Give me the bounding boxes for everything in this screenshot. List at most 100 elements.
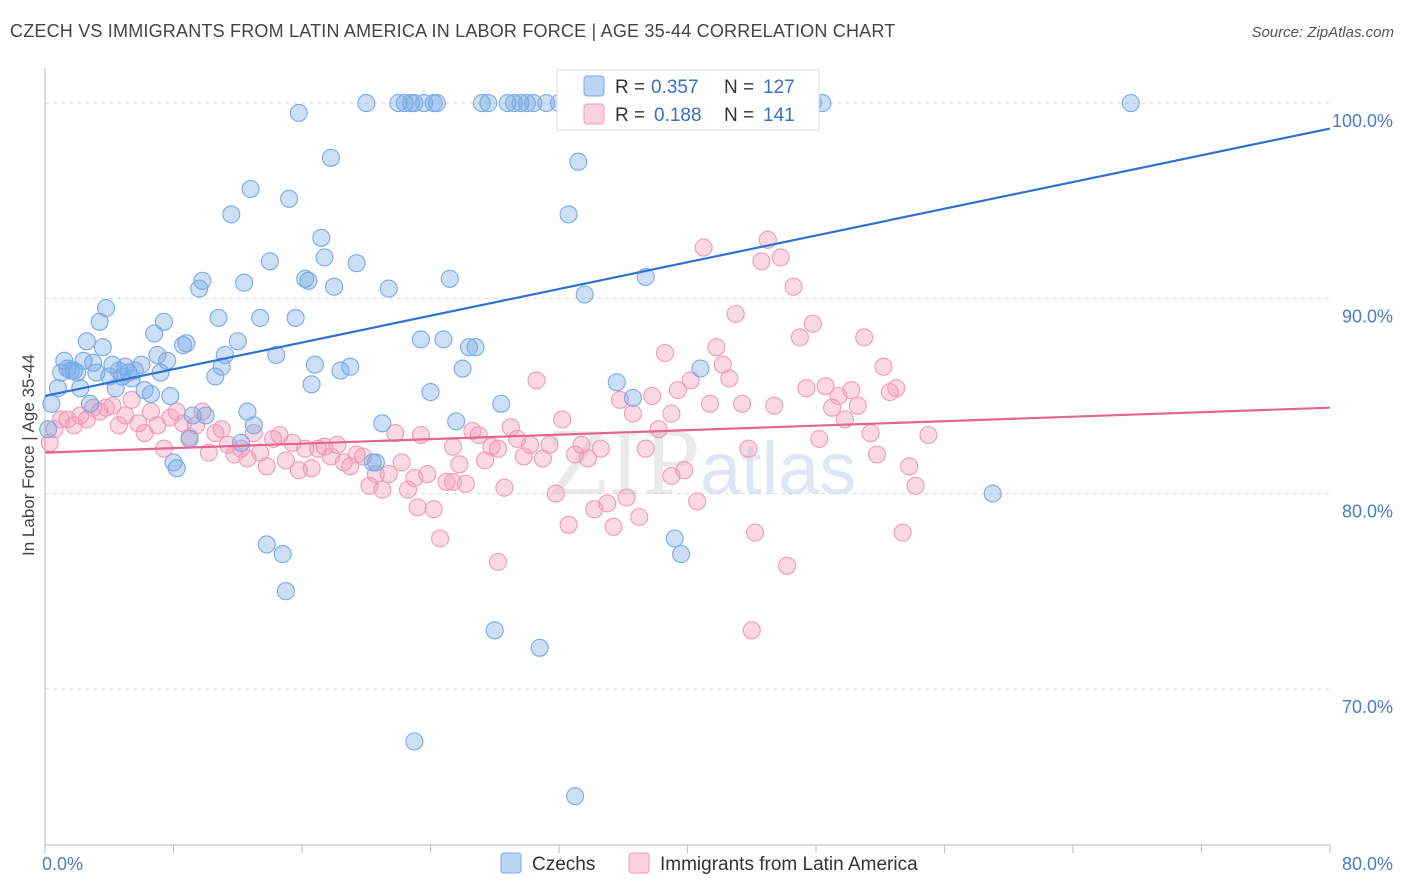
- latin-point-127: [855, 328, 874, 347]
- czech-point-10: [77, 332, 96, 351]
- latin-point-10: [103, 396, 122, 415]
- latin-point-53: [379, 465, 398, 484]
- czech-point-53: [241, 179, 260, 199]
- czech-point-58: [267, 345, 286, 365]
- latin-point-41: [302, 459, 321, 478]
- y-tick-label-1: 80.0%: [1342, 502, 1393, 522]
- latin-point-74: [514, 447, 533, 466]
- x-tick-label-1: 80.0%: [1342, 854, 1393, 874]
- czech-point-42: [193, 271, 212, 290]
- czech-point-44: [206, 367, 225, 386]
- czech-point-60: [276, 582, 295, 601]
- czech-point-38: [177, 334, 196, 353]
- watermark-atlas: atlas: [700, 427, 856, 510]
- y-axis-title: In Labor Force | Age 35-44: [19, 354, 38, 556]
- czech-point-37: [174, 336, 193, 355]
- latin-point-135: [906, 476, 925, 495]
- chart-source: Source: ZipAtlas.com: [1251, 24, 1394, 41]
- latin-point-91: [623, 404, 642, 423]
- czech-point-84: [411, 330, 430, 349]
- latin-point-63: [443, 437, 463, 456]
- latin-point-34: [257, 457, 276, 476]
- czech-point-90: [440, 269, 459, 288]
- czech-point-89: [434, 330, 453, 349]
- stats-czech-r-label: R =: [615, 77, 645, 98]
- latin-point-62: [437, 472, 456, 491]
- czech-point-72: [331, 361, 350, 380]
- czech-point-15: [93, 338, 112, 357]
- latin-point-120: [810, 429, 829, 448]
- latin-point-95: [649, 420, 668, 439]
- latin-point-141: [742, 621, 761, 640]
- czech-point-80: [389, 94, 408, 113]
- latin-point-1: [45, 420, 64, 439]
- czech-point-28: [141, 384, 161, 404]
- czech-point-22: [116, 357, 135, 376]
- latin-point-97: [662, 404, 681, 423]
- latin-point-136: [919, 425, 938, 445]
- latin-point-92: [630, 507, 649, 527]
- latin-point-116: [784, 277, 803, 296]
- y-tick-label-3: 100.0%: [1332, 111, 1393, 131]
- czech-point-78: [373, 414, 392, 433]
- latin-point-45: [328, 435, 347, 454]
- czech-point-96: [479, 94, 498, 113]
- czech-point-62: [286, 308, 305, 327]
- chart-title: CZECH VS IMMIGRANTS FROM LATIN AMERICA I…: [10, 21, 896, 41]
- czech-point-98: [492, 394, 511, 413]
- czech-point-102: [517, 94, 536, 113]
- czech-point-85: [415, 94, 434, 113]
- czech-point-43: [196, 406, 215, 425]
- stats-latin-r-value: 0.188: [654, 105, 702, 126]
- czech-point-61: [280, 189, 299, 208]
- latin-point-84: [578, 449, 597, 468]
- latin-point-133: [893, 523, 912, 542]
- latin-point-55: [392, 453, 411, 472]
- czech-point-70: [321, 148, 340, 167]
- latin-point-96: [655, 343, 675, 363]
- latin-point-48: [347, 445, 366, 464]
- latin-point-111: [752, 252, 771, 271]
- latin-point-60: [424, 500, 443, 519]
- latin-point-87: [598, 494, 617, 513]
- latin-point-47: [341, 457, 360, 476]
- legend-latin-swatch: [628, 852, 650, 874]
- latin-point-139: [488, 552, 508, 571]
- czech-point-105: [537, 94, 556, 113]
- czech-point-7: [68, 363, 87, 382]
- czech-point-116: [665, 529, 684, 548]
- czech-point-45: [209, 308, 228, 327]
- czech-point-56: [257, 535, 276, 554]
- czech-point-39: [180, 429, 199, 448]
- latin-point-70: [488, 439, 508, 458]
- latin-point-56: [398, 480, 418, 499]
- czech-point-104: [530, 638, 549, 657]
- czech-point-83: [405, 94, 424, 113]
- latin-point-64: [450, 455, 469, 474]
- latin-point-118: [797, 379, 816, 398]
- latin-point-102: [694, 238, 713, 257]
- czech-point-71: [325, 277, 344, 296]
- latin-point-11: [109, 416, 128, 435]
- czech-point-126: [405, 732, 424, 751]
- czech-point-74: [347, 254, 366, 273]
- czech-point-81: [395, 94, 414, 113]
- trend-lines: [44, 127, 1331, 454]
- czech-point-4: [58, 359, 77, 378]
- latin-point-88: [604, 517, 623, 536]
- czech-point-19: [106, 379, 125, 398]
- czech-point-99: [498, 94, 517, 113]
- latin-point-69: [482, 437, 501, 456]
- czech-point-91: [447, 412, 466, 431]
- stats-czech-swatch: [583, 75, 605, 97]
- czech-point-125: [1121, 94, 1140, 113]
- latin-point-78: [540, 435, 559, 454]
- axes: [44, 68, 1331, 853]
- latin-point-98: [668, 381, 687, 400]
- czech-point-128: [39, 420, 58, 439]
- czech-point-73: [341, 357, 360, 376]
- latin-point-100: [681, 371, 700, 390]
- latin-point-54: [386, 424, 405, 443]
- latin-point-108: [733, 394, 752, 413]
- stats-latin-n-label: N =: [724, 105, 754, 126]
